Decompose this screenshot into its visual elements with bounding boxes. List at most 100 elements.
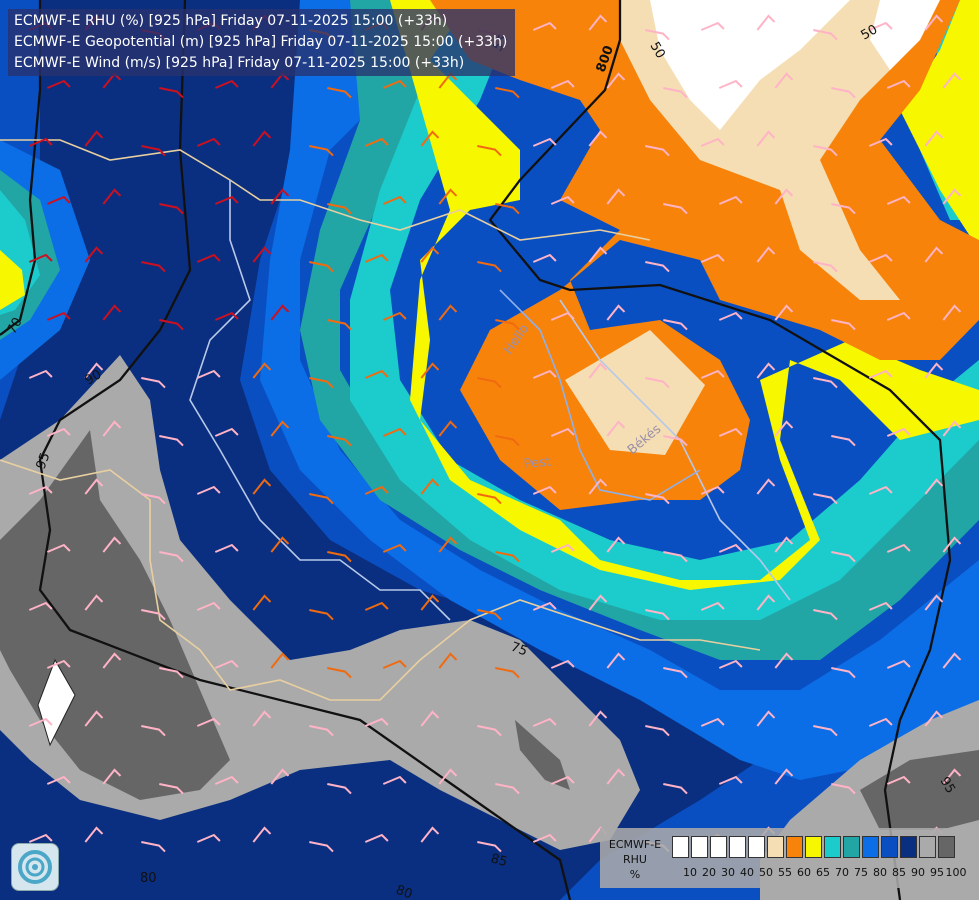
wind-barb [159,435,184,447]
rh-100-area-south [515,720,570,790]
wind-barb [942,420,962,437]
wind-barb [382,427,407,437]
wind-barb [28,369,53,379]
rh-contour-label: 90 [83,367,105,388]
wind-barb [46,427,71,437]
wind-barb [46,311,71,321]
wind-barb [252,478,272,495]
wind-barb [606,768,626,785]
rh-contour-label: 70 [4,315,25,337]
rh-contour-label: 75 [509,640,530,660]
wind-barb [924,710,944,727]
wind-barb [588,710,608,727]
wind-barb [700,717,725,727]
wind-barb [718,659,743,669]
wind-barb [495,783,520,795]
wind-barb [309,725,334,737]
wind-barb [438,420,458,437]
legend-tick-label: 85 [892,866,906,879]
wind-barb [102,652,122,669]
wind-barb [214,195,239,205]
wind-barb [886,659,911,669]
wind-barb [309,841,334,853]
wind-barb [645,493,670,505]
wind-barb [309,145,334,157]
wind-barb [364,253,389,263]
wind-barb [532,253,557,263]
wind-barb [364,369,389,379]
legend-swatch [824,836,841,858]
wind-barb [550,775,575,785]
wind-barb [495,319,520,331]
wind-barb [924,130,944,147]
wind-barb [813,261,838,273]
wind-barb [438,304,458,321]
rh-contour-label: 80 [140,871,157,886]
wind-barb [84,478,104,495]
wind-barb [942,768,962,785]
title-line-wind: ECMWF-E Wind (m/s) [925 hPa] Friday 07-1… [14,55,465,71]
wind-barb [309,377,334,389]
wind-barb [420,826,440,843]
legend-swatch [691,836,708,858]
wind-barb [364,137,389,147]
wind-barb [382,659,407,669]
wind-barb [924,14,944,31]
wind-barb [214,427,239,437]
wind-barb [477,609,502,621]
place-label: Pest [523,455,551,472]
wind-barb [700,485,725,495]
wind-barb [813,725,838,737]
wind-barb [606,304,626,321]
wind-barb [868,21,893,31]
wind-barb [420,710,440,727]
wind-barb [700,137,725,147]
legend-swatch [900,836,917,858]
wind-barb [532,485,557,495]
wind-barb [588,478,608,495]
wind-barb [645,377,670,389]
wind-barb [327,551,352,563]
wind-barb [831,783,856,795]
logo-icon [11,843,59,891]
wind-barb [84,594,104,611]
wind-barb [196,601,221,611]
wind-barb [774,420,794,437]
wind-barb [886,543,911,553]
legend-tick-label: 95 [930,866,944,879]
wind-barb [102,304,122,321]
wind-barb [214,311,239,321]
wind-barb [532,369,557,379]
wind-barb [756,478,776,495]
wind-barb [364,833,389,843]
wind-barb [774,652,794,669]
legend-swatch [919,836,936,858]
wind-barb [942,72,962,89]
wind-barb [364,601,389,611]
wind-barb [420,478,440,495]
wind-barb [84,130,104,147]
wind-barb [831,203,856,215]
wind-barb [159,783,184,795]
wind-barb [477,841,502,853]
wind-barb [270,420,290,437]
wind-barb [718,311,743,321]
wind-barb [420,594,440,611]
wind-barb [924,246,944,263]
wind-barb [382,311,407,321]
legend-tick-label: 70 [835,866,849,879]
wind-barb [214,659,239,669]
wind-barb [28,253,53,263]
wind-barb [495,87,520,99]
wind-barb [532,833,557,843]
wind-barb [364,717,389,727]
wind-barb [700,21,725,31]
wind-barb [868,485,893,495]
wind-barb [477,493,502,505]
legend-swatch [672,836,689,858]
wind-barb [718,543,743,553]
wind-barb [382,543,407,553]
wind-barb [813,609,838,621]
wind-barb [270,188,290,205]
wind-barb [700,369,725,379]
